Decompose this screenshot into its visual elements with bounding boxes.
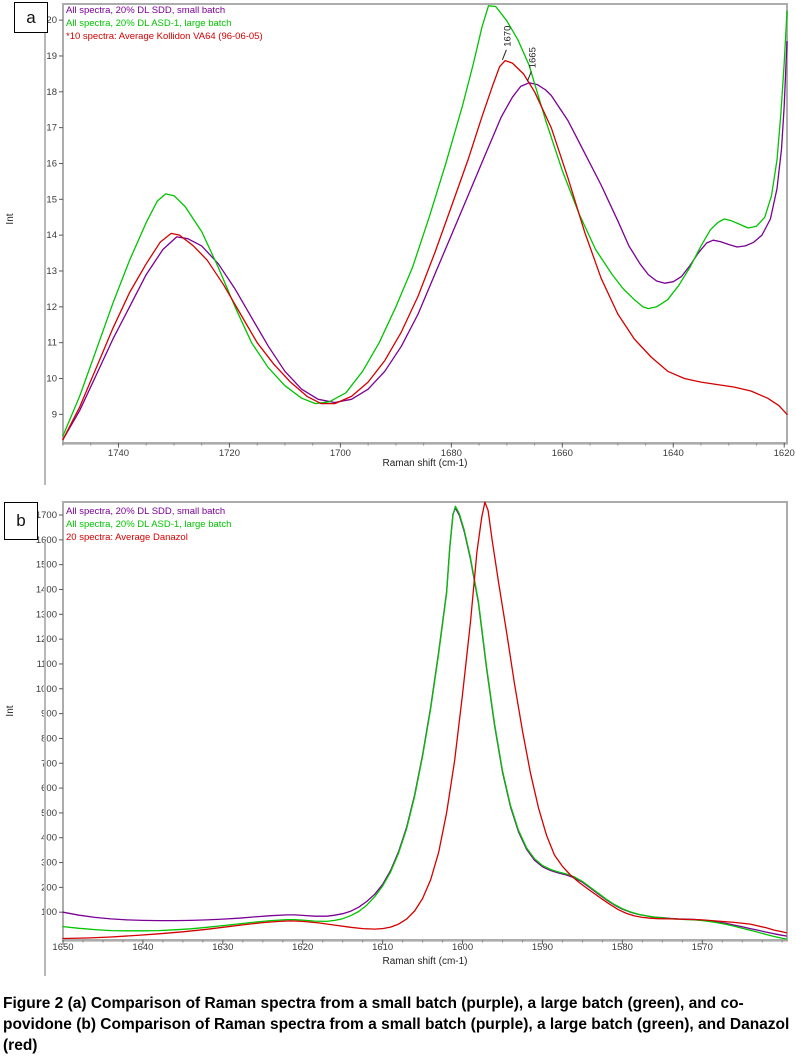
panel-b-label: b bbox=[4, 502, 38, 540]
x-tick-label: 1650 bbox=[52, 942, 73, 953]
x-tick-label: 1600 bbox=[452, 942, 473, 953]
x-axis-ticks: 1740 1720 1700 1680 1660 1640 1620 bbox=[62, 443, 795, 459]
legend-item: 20 spectra: Average Danazol bbox=[66, 532, 188, 543]
peak-annotation-label: 1665 bbox=[527, 47, 538, 68]
panel-a-legend: All spectra, 20% DL SDD, small batch All … bbox=[66, 4, 263, 43]
spectrum-kollidon-va64-red bbox=[62, 59, 788, 441]
y-tick-label: 1600 bbox=[36, 535, 57, 546]
y-tick-label: 700 bbox=[41, 758, 57, 769]
y-tick-label: 1000 bbox=[36, 684, 57, 695]
y-tick-label: 300 bbox=[41, 858, 57, 869]
panel-a-chart: 1740 1720 1700 1680 1660 1640 1620910111213141… bbox=[46, 3, 795, 459]
y-tick-label: 11 bbox=[47, 338, 57, 349]
plot-frame bbox=[62, 3, 788, 444]
y-tick-label: 1400 bbox=[36, 584, 57, 595]
y-tick-label: 100 bbox=[41, 907, 57, 918]
panel-b-xlabel: Raman shift (cm-1) bbox=[382, 956, 468, 967]
panel-a-xlabel: Raman shift (cm-1) bbox=[382, 458, 468, 469]
x-tick-label: 1660 bbox=[552, 448, 573, 459]
y-tick-label: 14 bbox=[46, 230, 57, 241]
y-tick-label: 19 bbox=[46, 51, 57, 62]
panel-b-left-border bbox=[44, 541, 46, 976]
y-tick-label: 18 bbox=[46, 87, 57, 98]
y-tick-label: 1200 bbox=[36, 634, 57, 645]
x-tick-label: 1610 bbox=[372, 942, 393, 953]
spectrum-large-batch-green bbox=[62, 5, 788, 437]
legend-item: All spectra, 20% DL ASD-1, large batch bbox=[66, 519, 232, 530]
y-axis-ticks: 100 200 300 400 500 600 700 800 900 1000 1100 1200 1… bbox=[36, 510, 63, 918]
y-tick-label: 1300 bbox=[36, 609, 57, 620]
x-tick-label: 1640 bbox=[132, 942, 153, 953]
y-tick-label: 13 bbox=[46, 266, 57, 277]
legend-item: All spectra, 20% DL SDD, small batch bbox=[66, 506, 226, 517]
x-tick-label: 1640 bbox=[663, 448, 684, 459]
x-axis-ticks: 1650 1640 1630 1620 1610 1600 1590 1580 1570 bbox=[52, 940, 783, 953]
x-tick-label: 1620 bbox=[292, 942, 313, 953]
y-tick-label: 800 bbox=[41, 733, 57, 744]
x-tick-label: 1630 bbox=[212, 942, 233, 953]
y-tick-label: 10 bbox=[46, 373, 57, 384]
panel-a-label: a bbox=[14, 2, 48, 33]
x-tick-label: 1590 bbox=[532, 942, 553, 953]
y-tick-label: 20 bbox=[46, 15, 57, 26]
spectrum-danazol-red bbox=[62, 501, 787, 940]
y-tick-label: 200 bbox=[41, 882, 57, 893]
figure-caption: Figure 2 (a) Comparison of Raman spectra… bbox=[3, 995, 790, 1054]
y-tick-label: 900 bbox=[41, 709, 57, 720]
legend-item: *10 spectra: Average Kollidon VA64 (96-0… bbox=[66, 31, 263, 42]
x-tick-label: 1620 bbox=[774, 448, 795, 459]
y-tick-label: 9 bbox=[52, 409, 57, 420]
legend-item: All spectra, 20% DL SDD, small batch bbox=[66, 5, 226, 16]
legend-item: All spectra, 20% DL ASD-1, large batch bbox=[66, 18, 232, 29]
panel-a-ylabel: Int bbox=[5, 213, 16, 225]
y-axis-ticks: 9 10 11 12 13 14 15 16 17 18 19 20 bbox=[46, 15, 63, 420]
y-tick-label: 400 bbox=[41, 833, 57, 844]
y-tick-label: 1700 bbox=[36, 510, 57, 521]
y-tick-label: 17 bbox=[46, 123, 57, 134]
panel-b-legend: All spectra, 20% DL SDD, small batch All … bbox=[66, 505, 231, 544]
y-tick-label: 12 bbox=[46, 302, 57, 313]
y-tick-label: 1500 bbox=[36, 560, 57, 571]
x-tick-label: 1700 bbox=[330, 448, 351, 459]
y-tick-label: 15 bbox=[46, 194, 57, 205]
y-tick-label: 500 bbox=[41, 808, 57, 819]
plot-frame bbox=[62, 501, 788, 941]
panel-b-ylabel: Int bbox=[5, 705, 16, 717]
y-tick-label: 600 bbox=[41, 783, 57, 794]
x-tick-label: 1680 bbox=[441, 448, 462, 459]
peak-annotation-leader bbox=[501, 49, 507, 60]
x-tick-label: 1720 bbox=[219, 448, 240, 459]
x-tick-label: 1570 bbox=[692, 942, 713, 953]
y-tick-label: 1100 bbox=[37, 659, 57, 670]
x-tick-label: 1580 bbox=[612, 942, 633, 953]
panel-b-chart: 1650 1640 1630 1620 1610 1600 1590 1580 1570 100 2… bbox=[36, 501, 788, 953]
panel-a-left-border bbox=[44, 33, 46, 485]
y-tick-label: 16 bbox=[46, 158, 57, 169]
peak-annotation-leader bbox=[526, 71, 532, 82]
x-tick-label: 1740 bbox=[108, 448, 129, 459]
peak-annotation-label: 1670 bbox=[502, 26, 513, 47]
